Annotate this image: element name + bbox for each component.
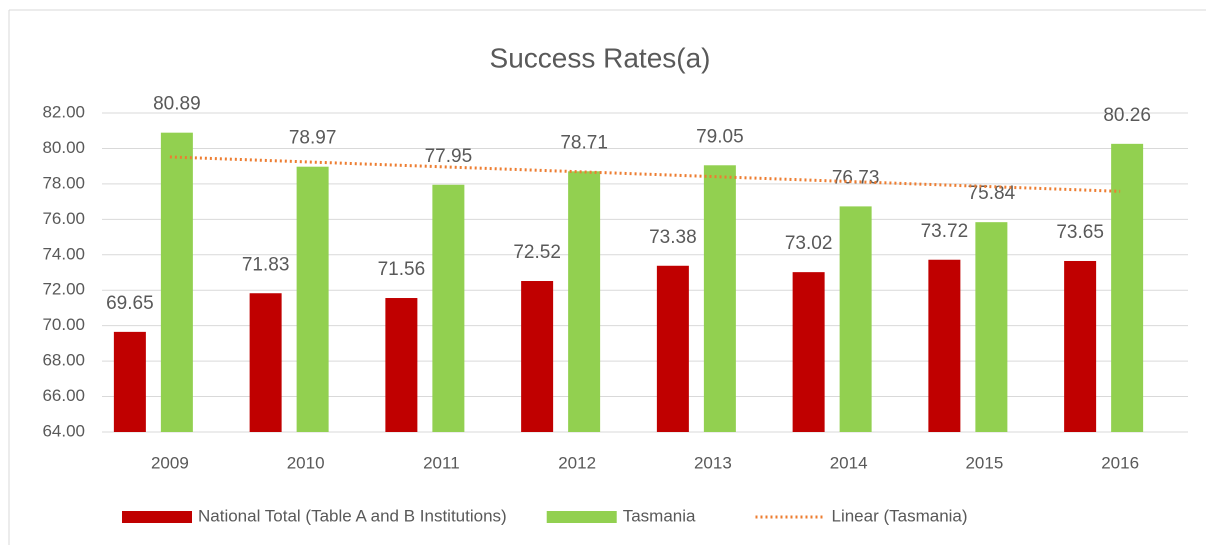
y-tick-label: 66.00 (42, 386, 85, 405)
bar (928, 259, 961, 432)
y-tick-label: 68.00 (42, 351, 85, 370)
data-label: 73.38 (649, 227, 697, 248)
bar (839, 206, 872, 432)
bar (249, 293, 282, 432)
x-tick-label: 2010 (287, 453, 325, 472)
y-tick-label: 78.00 (42, 173, 85, 192)
data-label: 71.56 (378, 259, 426, 280)
x-tick-label: 2011 (423, 453, 460, 472)
bar (1111, 143, 1144, 432)
y-tick-label: 82.00 (42, 102, 85, 121)
data-label: 77.95 (425, 146, 473, 167)
bar (432, 184, 465, 432)
chart-title: Success Rates(a) (490, 42, 711, 73)
data-label: 79.05 (696, 126, 744, 147)
bar (160, 132, 193, 432)
data-label: 73.65 (1056, 222, 1104, 243)
data-label: 72.52 (513, 242, 561, 263)
legend-label: Linear (Tasmania) (831, 506, 967, 525)
data-label: 76.73 (832, 167, 880, 188)
data-label: 71.83 (242, 254, 290, 275)
bar (568, 171, 601, 433)
bar (656, 265, 689, 432)
data-label: 80.89 (153, 94, 201, 115)
bar (296, 166, 329, 432)
data-label: 80.26 (1103, 105, 1151, 126)
legend-swatch (546, 511, 617, 523)
legend-swatch (122, 511, 192, 523)
bar (113, 331, 146, 432)
x-tick-label: 2015 (965, 453, 1003, 472)
y-tick-label: 64.00 (42, 421, 85, 440)
bar (1064, 260, 1097, 432)
legend-label: Tasmania (623, 506, 696, 525)
data-label: 73.02 (785, 233, 833, 254)
y-tick-label: 74.00 (42, 244, 85, 263)
bar (521, 281, 554, 432)
data-label: 69.65 (106, 293, 154, 314)
x-tick-label: 2014 (830, 453, 868, 472)
bar (975, 222, 1008, 432)
data-label: 73.72 (921, 221, 969, 242)
bar (385, 298, 418, 432)
legend-label: National Total (Table A and B Institutio… (198, 506, 507, 525)
x-tick-label: 2009 (151, 453, 189, 472)
y-tick-label: 76.00 (42, 209, 85, 228)
y-tick-label: 80.00 (42, 138, 85, 157)
x-tick-label: 2016 (1101, 453, 1139, 472)
x-tick-label: 2013 (694, 453, 732, 472)
bar (703, 165, 736, 432)
y-tick-label: 70.00 (42, 315, 85, 334)
x-tick-label: 2012 (558, 453, 596, 472)
data-label: 75.84 (968, 183, 1016, 204)
bar (792, 272, 825, 432)
data-label: 78.97 (289, 128, 337, 149)
y-tick-label: 72.00 (42, 280, 85, 299)
data-label: 78.71 (560, 132, 608, 153)
trendline (169, 155, 1121, 193)
